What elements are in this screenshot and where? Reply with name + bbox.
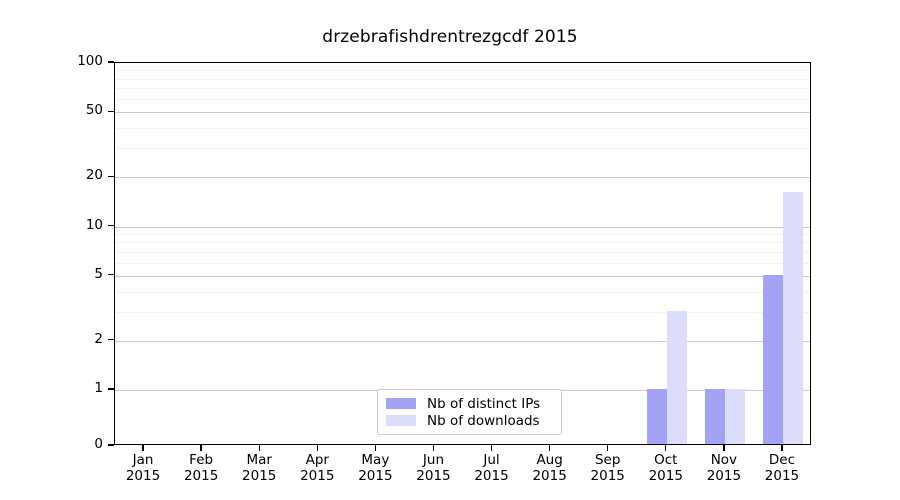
x-tick-month: Feb — [189, 452, 214, 468]
x-tick-mark — [665, 445, 667, 451]
x-tick-label-aug: Aug 2015 — [520, 452, 580, 484]
gridline — [115, 233, 810, 235]
gridline — [115, 99, 810, 101]
x-tick-label-dec: Dec 2015 — [752, 452, 812, 484]
gridline — [115, 251, 810, 253]
chart-legend: Nb of distinct IPs Nb of downloads — [377, 389, 562, 435]
x-tick-year: 2015 — [532, 468, 567, 484]
x-tick-year: 2015 — [358, 468, 393, 484]
bar-downloads-oct — [666, 311, 687, 444]
x-tick-month: Aug — [536, 452, 563, 468]
x-tick-mark — [258, 445, 260, 451]
gridline — [115, 148, 810, 150]
y-tick-mark — [108, 444, 114, 446]
y-tick-mark — [108, 388, 114, 390]
x-tick-label-feb: Feb 2015 — [171, 452, 231, 484]
legend-swatch-ips — [386, 398, 416, 409]
x-tick-year: 2015 — [474, 468, 509, 484]
gridline — [115, 242, 810, 244]
x-tick-month: Nov — [710, 452, 738, 468]
x-tick-mark — [200, 445, 202, 451]
x-tick-mark — [374, 445, 377, 451]
x-tick-month: Mar — [246, 452, 272, 468]
y-tick-mark — [108, 274, 114, 276]
y-tick-mark — [108, 339, 114, 341]
x-tick-mark — [548, 445, 551, 451]
gridline — [115, 275, 810, 277]
gridline — [115, 340, 810, 342]
gridline — [115, 262, 810, 264]
plot-area — [114, 62, 811, 445]
x-tick-month: Jan — [132, 452, 154, 468]
y-tick-mark — [108, 61, 114, 63]
legend-label-downloads: Nb of downloads — [427, 412, 540, 429]
chart-title: drzebrafishdrentrezgcdf 2015 — [322, 27, 578, 47]
y-tick-mark — [108, 110, 114, 112]
legend-label-ips: Nb of distinct IPs — [427, 395, 541, 412]
x-tick-label-apr: Apr 2015 — [287, 452, 347, 484]
legend-item-ips: Nb of distinct IPs — [386, 395, 553, 412]
x-tick-label-jun: Jun 2015 — [403, 452, 463, 484]
gridline — [115, 78, 810, 80]
x-tick-month: Jul — [483, 452, 500, 468]
x-tick-month: May — [361, 452, 390, 468]
x-tick-month: Sep — [594, 452, 621, 468]
x-tick-label-jan: Jan 2015 — [113, 452, 173, 484]
x-tick-year: 2015 — [183, 468, 219, 484]
x-tick-year: 2015 — [125, 468, 161, 484]
x-tick-month: Dec — [768, 452, 796, 468]
legend-swatch-downloads — [386, 415, 416, 426]
y-tick-label: 5 — [94, 265, 103, 282]
gridline — [115, 291, 810, 293]
x-tick-year: 2015 — [242, 468, 277, 484]
x-tick-label-jul: Jul 2015 — [462, 452, 522, 484]
bar-ips-dec — [762, 274, 783, 444]
legend-item-downloads: Nb of downloads — [386, 412, 553, 429]
gridline — [115, 177, 810, 179]
y-tick-label: 50 — [85, 102, 103, 119]
x-tick-mark — [490, 445, 493, 451]
bar-downloads-nov — [724, 389, 745, 444]
y-tick-mark — [108, 175, 114, 177]
x-tick-label-sep: Sep 2015 — [578, 452, 638, 484]
x-tick-year: 2015 — [706, 468, 742, 484]
x-tick-year: 2015 — [648, 468, 683, 484]
gridline — [115, 70, 810, 72]
x-tick-month: Oct — [654, 452, 678, 468]
x-tick-year: 2015 — [300, 468, 335, 484]
x-tick-label-mar: Mar 2015 — [229, 452, 289, 484]
x-tick-year: 2015 — [590, 468, 625, 484]
x-tick-mark — [432, 445, 435, 451]
y-tick-label: 20 — [85, 167, 103, 184]
x-tick-month: Jun — [422, 452, 444, 468]
x-tick-year: 2015 — [416, 468, 451, 484]
gridline — [115, 112, 810, 114]
x-tick-label-oct: Oct 2015 — [636, 452, 696, 484]
bar-ips-nov — [704, 389, 725, 444]
gridline — [115, 311, 810, 313]
x-tick-label-nov: Nov 2015 — [694, 452, 754, 484]
bar-ips-oct — [646, 389, 667, 444]
x-tick-year: 2015 — [764, 468, 800, 484]
bar-downloads-dec — [782, 192, 803, 444]
x-tick-mark — [781, 445, 783, 451]
x-tick-label-may: May 2015 — [345, 452, 405, 484]
y-tick-label: 10 — [85, 216, 103, 233]
y-tick-label: 2 — [94, 330, 103, 347]
gridline — [115, 128, 810, 130]
y-tick-label: 0 — [94, 436, 103, 452]
x-tick-mark — [142, 445, 144, 451]
x-tick-mark — [607, 445, 609, 451]
gridline — [115, 226, 810, 228]
y-tick-label: 1 — [94, 380, 103, 396]
y-tick-mark — [108, 224, 114, 227]
x-tick-month: Apr — [305, 452, 329, 468]
y-tick-label: 100 — [77, 53, 103, 69]
x-tick-mark — [316, 445, 318, 451]
gridline — [115, 88, 810, 90]
x-tick-mark — [723, 445, 725, 451]
